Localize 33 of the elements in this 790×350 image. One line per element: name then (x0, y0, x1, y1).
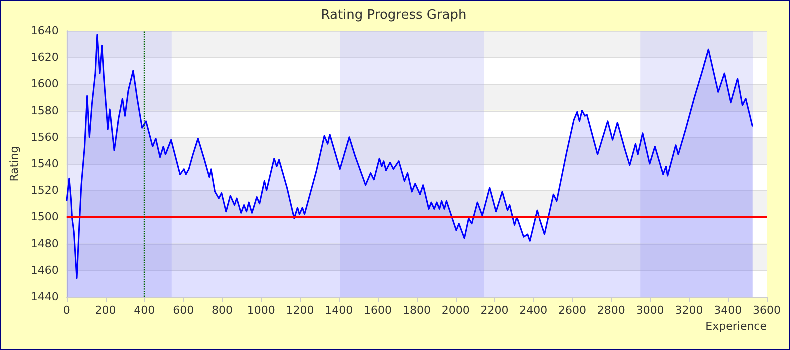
y-tick-label: 1520 (30, 184, 59, 198)
x-tick-label: 400 (134, 304, 156, 317)
x-tick-label: 1200 (286, 304, 314, 317)
x-tick-label: 800 (212, 304, 233, 317)
y-tick-label: 1480 (30, 237, 59, 250)
y-tick-label: 1500 (30, 210, 59, 224)
y-tick-label: 1540 (30, 158, 59, 170)
x-tick-label: 200 (95, 304, 116, 317)
x-tick-label: 3000 (636, 304, 664, 317)
x-tick-label: 1800 (402, 304, 431, 317)
x-tick-label: 1400 (325, 304, 354, 317)
chart-title: Rating Progress Graph (321, 8, 467, 23)
x-tick-label: 2000 (442, 304, 470, 317)
x-axis-title: Experience (706, 320, 768, 333)
x-tick-label: 600 (173, 304, 194, 317)
x-tick-label: 3600 (753, 304, 781, 317)
y-axis-title: Rating (8, 146, 21, 182)
y-tick-label: 1620 (30, 51, 59, 64)
x-tick-label: 3400 (714, 304, 742, 317)
x-tick-label: 0 (63, 304, 70, 317)
x-tick-label: 2200 (480, 304, 509, 317)
x-tick-label: 1000 (247, 304, 276, 317)
y-tick-label: 1560 (30, 130, 59, 144)
y-tick-label: 1460 (30, 264, 59, 277)
x-tick-label: 3200 (675, 304, 704, 317)
y-tick-label: 1580 (30, 104, 59, 118)
y-tick-label: 1440 (30, 290, 59, 304)
y-tick-label: 1640 (30, 24, 59, 38)
x-tick-label: 2400 (520, 304, 548, 317)
y-tick-label: 1600 (30, 78, 59, 91)
x-tick-label: 1600 (364, 304, 392, 317)
x-tick-label: 2800 (597, 304, 626, 317)
x-tick-label: 2600 (558, 304, 587, 317)
